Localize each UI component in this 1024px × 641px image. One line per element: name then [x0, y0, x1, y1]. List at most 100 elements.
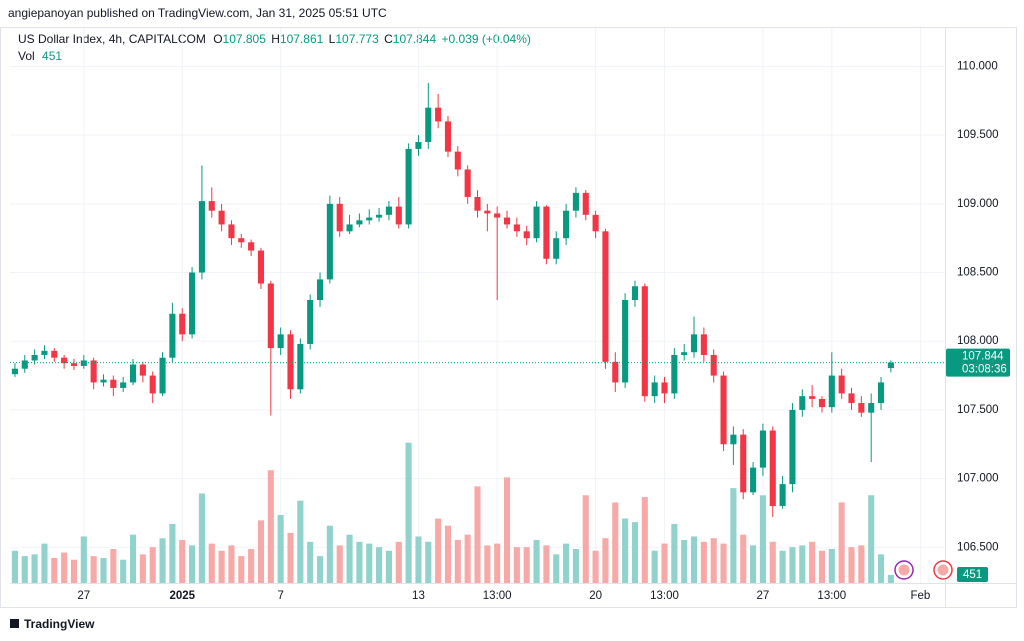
- volume-bar: [336, 545, 343, 583]
- candle-body: [435, 107, 442, 122]
- candle-body: [31, 354, 38, 361]
- candle-body: [51, 350, 58, 358]
- y-tick-label: 110.000: [957, 60, 998, 72]
- candle-body: [100, 379, 107, 383]
- publisher: angiepanoyan published on TradingView.co…: [8, 6, 387, 20]
- candle-body: [70, 363, 78, 366]
- candle-body: [169, 313, 176, 358]
- brand: TradingView: [24, 617, 95, 631]
- y-tick-label: 106.500: [957, 541, 999, 553]
- volume-bar: [582, 495, 589, 583]
- legend: US Dollar Index, 4h, CAPITALCOM O107.805…: [18, 32, 531, 46]
- x-tick-label: 13: [412, 590, 425, 602]
- plot: [10, 28, 945, 583]
- candle-body: [622, 300, 629, 383]
- candle-body: [838, 375, 845, 394]
- volume-bar: [592, 550, 599, 583]
- candle-body: [444, 121, 452, 152]
- volume-bar: [257, 520, 265, 583]
- candle-body: [474, 196, 481, 211]
- candle-body: [385, 206, 392, 215]
- candle-body: [238, 238, 245, 243]
- candle-body: [750, 467, 757, 493]
- volume-bar: [238, 556, 245, 583]
- candle-body: [533, 206, 540, 239]
- l-label: L: [329, 32, 336, 46]
- candle-body: [316, 279, 324, 301]
- candle-body: [690, 334, 698, 353]
- volume-badge: [957, 567, 988, 582]
- candle-body: [297, 343, 304, 390]
- candle-body: [740, 434, 747, 493]
- x-tick-label: 13:00: [817, 590, 846, 602]
- volume-bar: [41, 543, 48, 583]
- candle-body: [129, 364, 137, 383]
- symbol: US Dollar Index, 4h, CAPITALCOM: [18, 32, 206, 46]
- volume-bar: [366, 543, 373, 583]
- volume-bar: [395, 541, 402, 583]
- candle-body: [257, 250, 265, 284]
- candle-body: [287, 334, 294, 390]
- y-tick-label: 109.000: [957, 198, 999, 210]
- volume-bar: [513, 547, 520, 583]
- volume-bar: [602, 538, 609, 583]
- x-tick-label: 27: [77, 590, 90, 602]
- volume-bar: [80, 536, 87, 583]
- volume-bar: [710, 538, 717, 583]
- candle-body: [513, 224, 520, 232]
- volume-bar: [868, 495, 875, 583]
- candle-body: [651, 382, 658, 397]
- y-tick-label: 107.000: [957, 473, 999, 485]
- volume-bar: [139, 554, 146, 583]
- candle-body: [818, 398, 826, 408]
- x-tick-label: 7: [277, 590, 283, 602]
- volume-bar: [474, 486, 481, 583]
- candle-body: [631, 286, 639, 301]
- volume-bar: [307, 541, 314, 583]
- frame: [0, 27, 1017, 608]
- candle-body: [612, 361, 619, 383]
- candle-body: [858, 403, 865, 413]
- change: +0.039 (+0.04%): [442, 32, 531, 46]
- volume-bar: [129, 534, 137, 583]
- y-tick-label: 107.500: [957, 404, 999, 416]
- volume-bar: [877, 554, 885, 583]
- volume-bar: [267, 470, 274, 583]
- volume-bar: [523, 547, 530, 583]
- volume-bar: [700, 541, 707, 583]
- volume-bar: [51, 557, 58, 583]
- candle-body: [503, 217, 511, 225]
- candle-body: [553, 238, 560, 259]
- candle-body: [366, 217, 373, 221]
- volume-bar: [70, 559, 78, 583]
- volume-bar: [179, 540, 186, 583]
- candle-body: [759, 430, 766, 468]
- event-icon-inner: [898, 564, 910, 576]
- volume-bar: [435, 518, 442, 583]
- y-tick-label: 108.500: [957, 267, 999, 279]
- volume-bar: [61, 552, 68, 583]
- candle-body: [336, 203, 343, 232]
- volume-bar: [661, 543, 668, 583]
- volume-bar: [297, 500, 304, 583]
- footer-logo: TradingView: [10, 617, 95, 631]
- volume-bar: [838, 502, 845, 583]
- volume-bar: [563, 543, 570, 583]
- volume-bar: [622, 518, 629, 583]
- x-tick-label: Feb: [910, 590, 930, 602]
- volume-bar: [631, 522, 639, 583]
- candle-body: [110, 379, 117, 388]
- volume-bar: [454, 540, 461, 583]
- candle-body: [700, 334, 707, 355]
- volume-bar: [405, 442, 412, 583]
- candle-body: [671, 354, 678, 394]
- volume-bar: [218, 550, 225, 583]
- candle-body: [730, 434, 737, 445]
- volume-bar: [159, 538, 166, 583]
- candle-body: [425, 107, 432, 143]
- volume-bar: [533, 540, 540, 583]
- candle-body: [376, 214, 383, 218]
- candle-body: [887, 362, 894, 369]
- candle-body: [41, 350, 48, 355]
